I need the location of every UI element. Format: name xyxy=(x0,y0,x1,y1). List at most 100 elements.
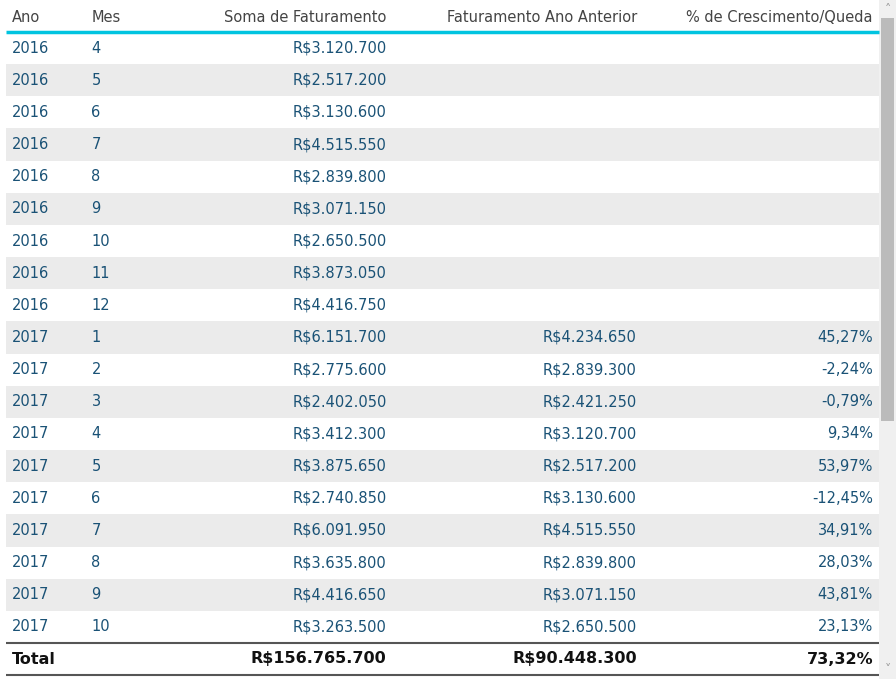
Text: R$3.130.600: R$3.130.600 xyxy=(293,105,386,120)
Text: R$4.416.750: R$4.416.750 xyxy=(293,298,386,313)
Text: R$2.839.800: R$2.839.800 xyxy=(543,555,637,570)
Text: 2016: 2016 xyxy=(12,234,49,249)
Text: R$3.120.700: R$3.120.700 xyxy=(292,41,386,56)
Text: 4: 4 xyxy=(91,41,100,56)
Bar xyxy=(6,2,879,32)
Text: 1: 1 xyxy=(91,330,100,345)
Text: ˄: ˄ xyxy=(884,3,891,16)
Text: 2016: 2016 xyxy=(12,41,49,56)
Text: 2017: 2017 xyxy=(12,587,49,602)
Text: -12,45%: -12,45% xyxy=(812,491,873,506)
Text: 10: 10 xyxy=(91,234,110,249)
Text: R$6.151.700: R$6.151.700 xyxy=(292,330,386,345)
Bar xyxy=(6,450,879,482)
Text: 45,27%: 45,27% xyxy=(817,330,873,345)
Text: R$2.839.300: R$2.839.300 xyxy=(543,362,637,377)
Bar xyxy=(6,643,879,675)
Text: 9,34%: 9,34% xyxy=(827,426,873,441)
Text: R$2.839.800: R$2.839.800 xyxy=(293,169,386,184)
Text: R$2.402.050: R$2.402.050 xyxy=(292,394,386,409)
Text: 6: 6 xyxy=(91,491,100,506)
Text: 2017: 2017 xyxy=(12,619,49,634)
Text: R$156.765.700: R$156.765.700 xyxy=(251,651,386,667)
Text: R$2.775.600: R$2.775.600 xyxy=(292,362,386,377)
Bar xyxy=(879,0,896,679)
Bar xyxy=(6,193,879,225)
Text: 43,81%: 43,81% xyxy=(818,587,873,602)
Bar xyxy=(6,321,879,354)
Text: 2016: 2016 xyxy=(12,298,49,313)
Text: R$2.517.200: R$2.517.200 xyxy=(542,458,637,474)
Text: 2017: 2017 xyxy=(12,523,49,538)
Bar xyxy=(6,482,879,515)
Text: R$3.071.150: R$3.071.150 xyxy=(293,202,386,217)
Text: 10: 10 xyxy=(91,619,110,634)
Text: 7: 7 xyxy=(91,137,101,152)
Bar xyxy=(881,18,894,421)
Text: R$2.650.500: R$2.650.500 xyxy=(292,234,386,249)
Text: -0,79%: -0,79% xyxy=(822,394,873,409)
Text: R$4.515.550: R$4.515.550 xyxy=(293,137,386,152)
Text: 2016: 2016 xyxy=(12,105,49,120)
Text: 6: 6 xyxy=(91,105,100,120)
Text: 73,32%: 73,32% xyxy=(806,651,873,667)
Text: 5: 5 xyxy=(91,73,100,88)
Text: R$3.873.050: R$3.873.050 xyxy=(293,265,386,280)
Text: -2,24%: -2,24% xyxy=(822,362,873,377)
Text: 9: 9 xyxy=(91,202,100,217)
Text: R$2.650.500: R$2.650.500 xyxy=(542,619,637,634)
Text: Faturamento Ano Anterior: Faturamento Ano Anterior xyxy=(446,10,637,24)
Text: 2017: 2017 xyxy=(12,491,49,506)
Bar xyxy=(6,515,879,547)
Text: 53,97%: 53,97% xyxy=(818,458,873,474)
Text: 5: 5 xyxy=(91,458,100,474)
Bar xyxy=(6,579,879,611)
Text: R$3.875.650: R$3.875.650 xyxy=(293,458,386,474)
Text: 2017: 2017 xyxy=(12,426,49,441)
Text: 2016: 2016 xyxy=(12,265,49,280)
Text: 7: 7 xyxy=(91,523,101,538)
Bar xyxy=(6,96,879,128)
Text: 8: 8 xyxy=(91,169,100,184)
Text: R$2.740.850: R$2.740.850 xyxy=(292,491,386,506)
Text: R$3.412.300: R$3.412.300 xyxy=(293,426,386,441)
Text: R$4.515.550: R$4.515.550 xyxy=(543,523,637,538)
Text: R$6.091.950: R$6.091.950 xyxy=(293,523,386,538)
Text: 2017: 2017 xyxy=(12,458,49,474)
Text: % de Crescimento/Queda: % de Crescimento/Queda xyxy=(686,10,873,24)
Text: 3: 3 xyxy=(91,394,100,409)
Text: Total: Total xyxy=(12,651,56,667)
Bar xyxy=(6,257,879,289)
Bar xyxy=(6,547,879,579)
Bar xyxy=(6,289,879,321)
Text: R$4.416.650: R$4.416.650 xyxy=(293,587,386,602)
Text: 2017: 2017 xyxy=(12,362,49,377)
Bar xyxy=(6,128,879,161)
Text: R$2.421.250: R$2.421.250 xyxy=(542,394,637,409)
Text: R$90.448.300: R$90.448.300 xyxy=(513,651,637,667)
Text: 4: 4 xyxy=(91,426,100,441)
Bar xyxy=(6,611,879,643)
Text: 2016: 2016 xyxy=(12,73,49,88)
Text: R$3.120.700: R$3.120.700 xyxy=(542,426,637,441)
Text: 28,03%: 28,03% xyxy=(817,555,873,570)
Text: 2017: 2017 xyxy=(12,394,49,409)
Bar xyxy=(6,386,879,418)
Text: Soma de Faturamento: Soma de Faturamento xyxy=(224,10,386,24)
Text: R$3.071.150: R$3.071.150 xyxy=(543,587,637,602)
Text: Mes: Mes xyxy=(91,10,121,24)
Text: R$4.234.650: R$4.234.650 xyxy=(543,330,637,345)
Bar xyxy=(6,64,879,96)
Text: 2016: 2016 xyxy=(12,169,49,184)
Text: R$3.130.600: R$3.130.600 xyxy=(543,491,637,506)
Bar xyxy=(6,225,879,257)
Bar xyxy=(6,32,879,64)
Text: 2017: 2017 xyxy=(12,330,49,345)
Text: R$3.635.800: R$3.635.800 xyxy=(293,555,386,570)
Text: 2016: 2016 xyxy=(12,137,49,152)
Text: 2: 2 xyxy=(91,362,101,377)
Text: 2016: 2016 xyxy=(12,202,49,217)
Text: 8: 8 xyxy=(91,555,100,570)
Text: 11: 11 xyxy=(91,265,110,280)
Text: 23,13%: 23,13% xyxy=(818,619,873,634)
